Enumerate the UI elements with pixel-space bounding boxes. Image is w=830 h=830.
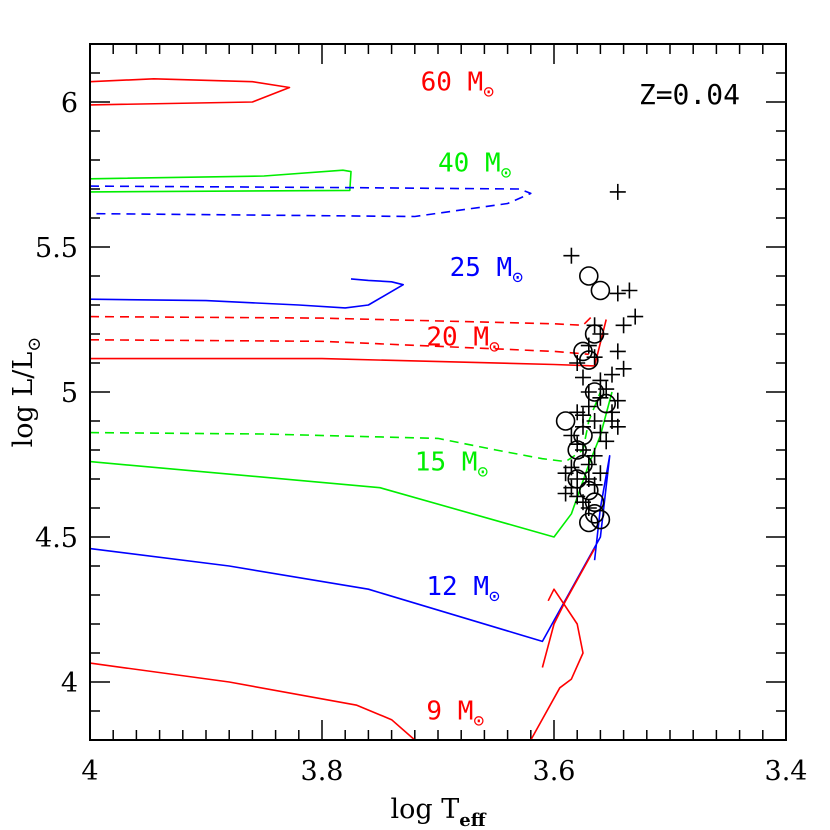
data-point-circle [573,341,593,362]
y-axis-title-sub: ⊙ [24,337,45,352]
data-point-circle [578,266,599,286]
data-point-plus [592,465,609,482]
data-point-plus [580,500,597,516]
data-point-plus [604,413,620,429]
data-point-circle [590,509,611,530]
series-line [541,548,596,668]
data-point-circle [590,280,611,301]
data-point-plus [627,308,644,325]
data-point-plus [604,366,620,383]
series-line [89,169,352,193]
track-label: 60 M⊙ [421,67,495,102]
data-point-plus [586,413,603,429]
x-axis-title-main: log T [391,794,460,825]
x-tick-label: 3.6 [533,756,576,787]
data-point-plus [575,369,591,386]
track-label: 9 M⊙ [426,697,484,732]
series-line [89,78,291,106]
data-point-plus [592,326,609,342]
data-point-plus [569,355,586,371]
data-point-plus [557,465,574,482]
data-point-plus [586,317,603,334]
data-point-plus [615,317,632,334]
data-point-plus [609,392,626,409]
y-tick-label: 4.5 [35,523,78,554]
data-point-plus [563,247,580,264]
data-point-plus [580,456,597,473]
y-axis-title: log L/L⊙ [8,337,45,448]
data-point-plus [609,183,626,200]
y-axis-title-main: log L/L [8,352,39,448]
y-tick-label: 5.5 [35,233,78,264]
series-line [530,588,584,741]
track-label-layer: 60 M⊙ 40 M⊙ 25 M⊙ 20 M⊙ 15 M⊙ 12 M⊙ 9 M⊙ [415,67,523,731]
data-point-plus [592,389,609,406]
data-point-plus [557,485,574,502]
points-layer [555,183,644,533]
track-label: 40 M⊙ [438,149,512,184]
data-point-plus [598,381,615,398]
data-point-plus [586,447,603,464]
data-point-plus [621,282,638,299]
x-axis-title-sub: eff [459,810,486,830]
series-line [90,319,607,367]
data-point-plus [592,424,609,441]
series-line [89,391,613,538]
series-line [89,313,596,327]
metallicity-annotation: Z=0.04 [639,78,740,111]
series-line [89,391,602,463]
x-tick-label: 4 [81,756,98,787]
data-point-plus [580,398,597,415]
series-line [89,185,532,218]
series-line [89,278,405,309]
data-point-plus [592,372,609,389]
tick-layer: 4 3.8 3.6 3.4 4 4.5 5 5.5 6 [35,43,808,787]
series-line [89,662,416,741]
data-point-plus [580,384,597,400]
track-label: 15 M⊙ [415,447,489,482]
y-tick-label: 6 [61,88,78,119]
x-axis-title: log Teff [391,794,487,830]
data-point-plus [575,442,591,458]
data-point-plus [575,407,591,424]
data-point-plus [580,337,597,354]
series-layer [89,78,613,741]
data-point-plus [615,360,632,377]
x-tick-label: 3.8 [301,756,344,787]
track-label: 12 M⊙ [426,572,500,607]
data-point-circle [555,411,576,431]
y-tick-label: 4 [61,668,78,699]
plot-frame [89,43,787,741]
x-tick-label: 3.4 [765,756,808,787]
series-line [89,339,589,356]
track-label: 20 M⊙ [426,323,500,358]
data-point-plus [609,285,626,302]
data-point-plus [580,471,597,487]
data-point-plus [609,343,626,360]
data-point-plus [598,433,615,450]
y-tick-label: 5 [61,378,78,409]
track-label: 25 M⊙ [450,253,524,288]
data-point-plus [563,427,580,444]
series-line [89,454,611,643]
data-point-plus [586,349,603,366]
